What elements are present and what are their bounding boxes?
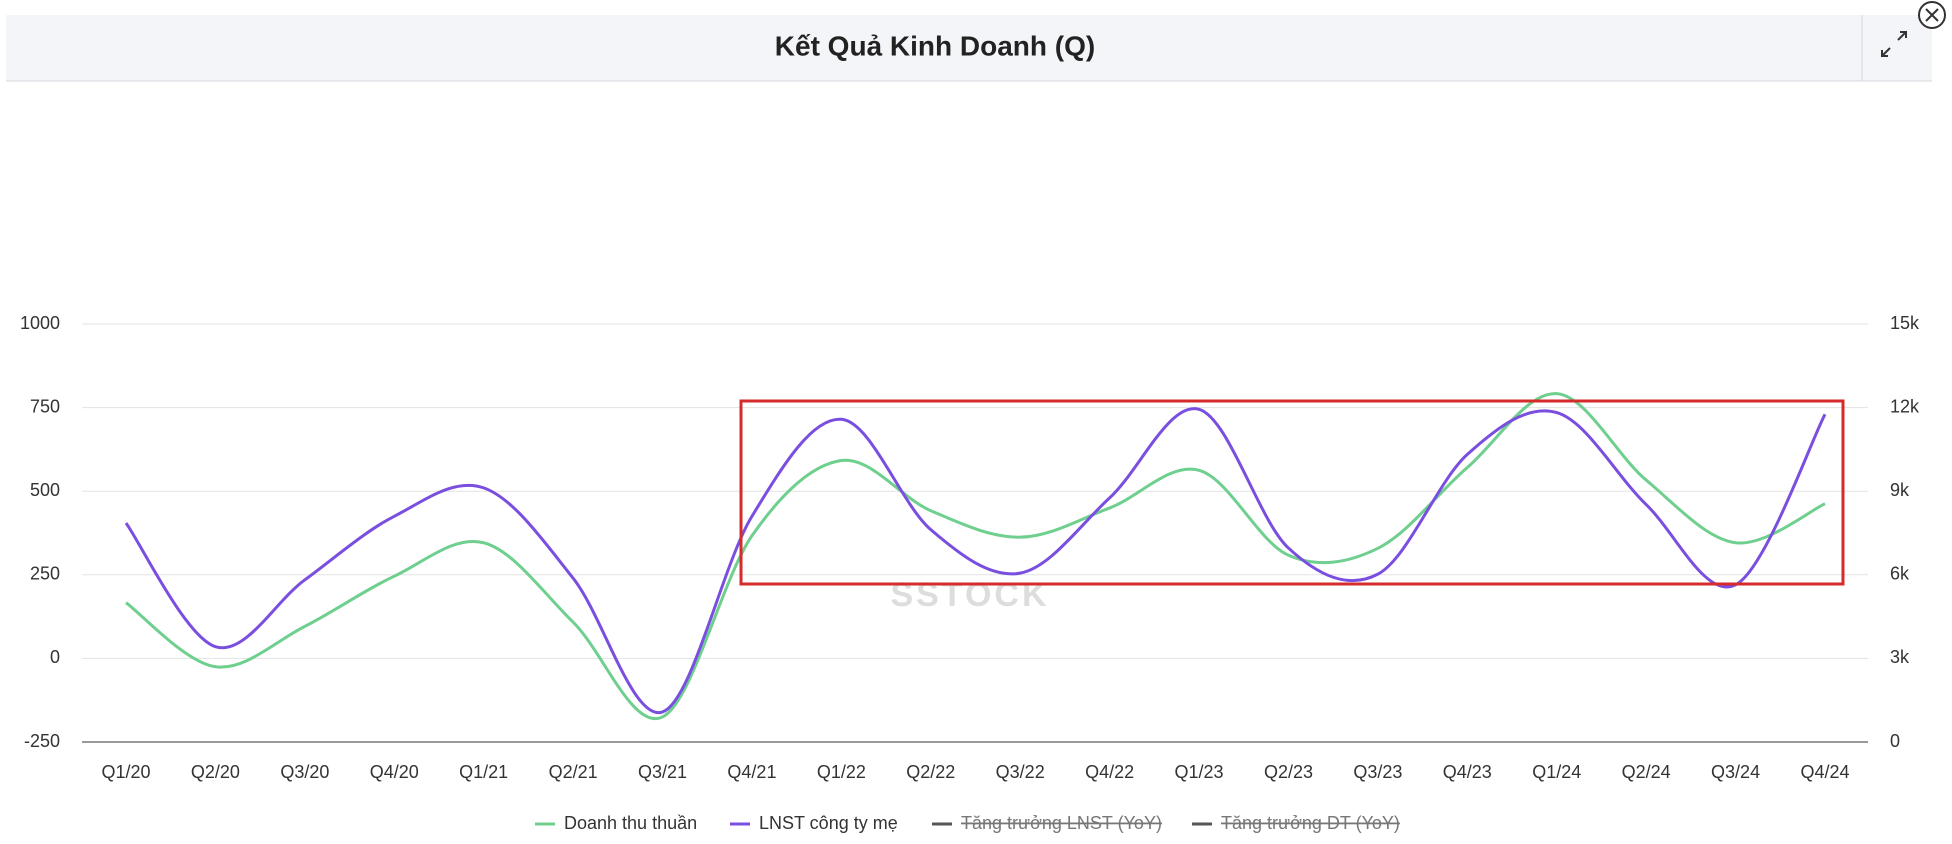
x-tick-label: Q4/23 bbox=[1443, 762, 1492, 782]
series-line bbox=[125, 392, 1826, 721]
x-tick-label: Q1/24 bbox=[1532, 762, 1581, 782]
y2-tick-label: 3k bbox=[1890, 647, 1910, 667]
x-tick-label: Q3/21 bbox=[638, 762, 687, 782]
x-tick-label: Q3/22 bbox=[996, 762, 1045, 782]
x-tick-label: Q1/23 bbox=[1175, 762, 1224, 782]
x-tick-label: Q1/22 bbox=[817, 762, 866, 782]
x-tick-label: Q4/21 bbox=[727, 762, 776, 782]
x-tick-label: Q4/24 bbox=[1800, 762, 1849, 782]
watermark: SSTOCK bbox=[890, 576, 1049, 614]
x-tick-label: Q1/21 bbox=[459, 762, 508, 782]
y2-tick-label: 9k bbox=[1890, 480, 1910, 500]
y2-tick-label: 12k bbox=[1890, 396, 1920, 416]
x-tick-label: Q2/24 bbox=[1622, 762, 1671, 782]
legend-label[interactable]: Tăng trưởng DT (YoY) bbox=[1221, 813, 1400, 833]
expand-button[interactable] bbox=[1881, 31, 1907, 57]
header bbox=[6, 15, 1932, 81]
legend-label[interactable]: LNST công ty mẹ bbox=[759, 813, 898, 833]
series-line bbox=[124, 407, 1827, 714]
x-tick-label: Q4/22 bbox=[1085, 762, 1134, 782]
y-tick-label: 500 bbox=[30, 480, 60, 500]
y-tick-label: 250 bbox=[30, 564, 60, 584]
x-tick-label: Q3/24 bbox=[1711, 762, 1760, 782]
y-tick-label: 1000 bbox=[20, 313, 60, 333]
x-tick-label: Q2/22 bbox=[906, 762, 955, 782]
x-tick-label: Q3/20 bbox=[280, 762, 329, 782]
legend-label[interactable]: Doanh thu thuần bbox=[564, 813, 697, 833]
close-button[interactable] bbox=[1918, 1, 1946, 29]
x-tick-label: Q2/21 bbox=[549, 762, 598, 782]
chart-title: Kết Quả Kinh Doanh (Q) bbox=[775, 30, 1095, 61]
x-tick-label: Q1/20 bbox=[101, 762, 150, 782]
y-tick-label: -250 bbox=[24, 731, 60, 751]
x-tick-label: Q4/20 bbox=[370, 762, 419, 782]
y-tick-label: 750 bbox=[30, 396, 60, 416]
y2-tick-label: 6k bbox=[1890, 564, 1910, 584]
y2-tick-label: 15k bbox=[1890, 313, 1920, 333]
y-tick-label: 0 bbox=[50, 647, 60, 667]
legend-label[interactable]: Tăng trưởng LNST (YoY) bbox=[961, 813, 1162, 833]
x-tick-label: Q2/23 bbox=[1264, 762, 1313, 782]
x-tick-label: Q3/23 bbox=[1353, 762, 1402, 782]
y2-tick-label: 0 bbox=[1890, 731, 1900, 751]
x-tick-label: Q2/20 bbox=[191, 762, 240, 782]
highlight-box bbox=[739, 399, 1845, 586]
